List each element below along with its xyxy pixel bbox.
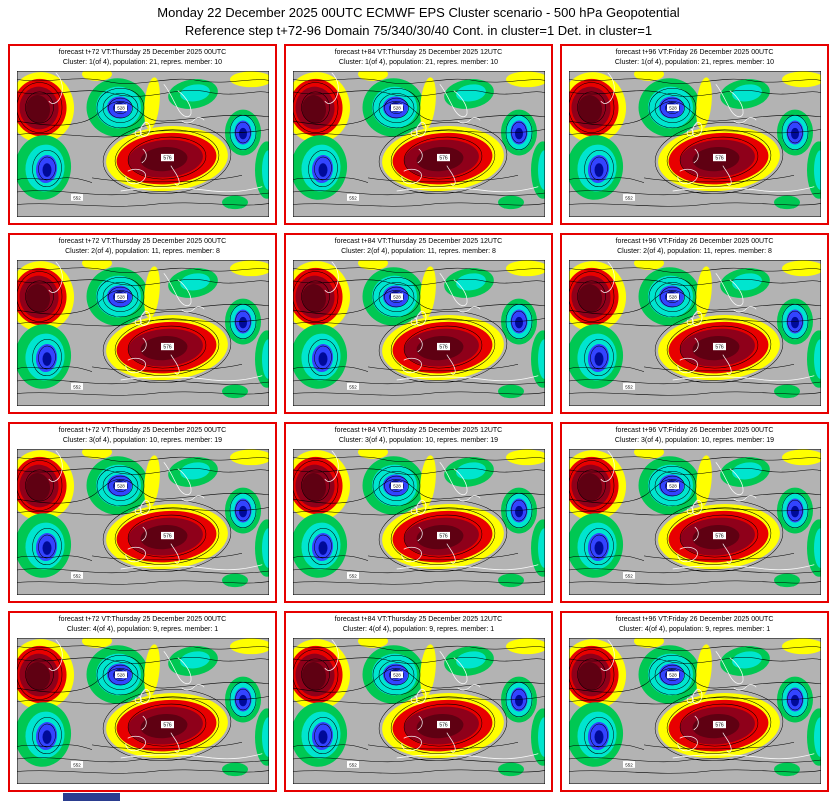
geopotential-map (562, 70, 827, 217)
forecast-label: forecast t+96 VT:Friday 26 December 2025… (615, 616, 774, 623)
forecast-label: forecast t+72 VT:Thursday 25 December 20… (58, 49, 227, 56)
panel-header: forecast t+96 VT:Friday 26 December 2025… (562, 424, 827, 446)
cluster-panel: forecast t+72 VT:Thursday 25 December 20… (8, 422, 277, 603)
panel-header: forecast t+96 VT:Friday 26 December 2025… (562, 613, 827, 635)
geopotential-map (10, 448, 275, 595)
geopotential-map (286, 70, 551, 217)
geopotential-map (562, 259, 827, 406)
cluster-panel: forecast t+72 VT:Thursday 25 December 20… (8, 44, 277, 225)
cluster-label: Cluster: 3(of 4), population: 10, repres… (62, 436, 223, 444)
cluster-label: Cluster: 4(of 4), population: 9, repres.… (66, 625, 219, 633)
cluster-panel: forecast t+96 VT:Friday 26 December 2025… (560, 611, 829, 792)
forecast-label: forecast t+96 VT:Friday 26 December 2025… (615, 238, 774, 245)
forecast-label: forecast t+96 VT:Friday 26 December 2025… (615, 427, 774, 434)
geopotential-map (10, 259, 275, 406)
geopotential-map (286, 448, 551, 595)
cluster-label: Cluster: 2(of 4), population: 11, repres… (341, 247, 496, 255)
panel-header: forecast t+84 VT:Thursday 25 December 20… (286, 235, 551, 257)
forecast-label: forecast t+72 VT:Thursday 25 December 20… (58, 616, 227, 623)
panel-header: forecast t+84 VT:Thursday 25 December 20… (286, 46, 551, 68)
cluster-panel: forecast t+84 VT:Thursday 25 December 20… (284, 44, 553, 225)
geopotential-map (562, 448, 827, 595)
ecmwf-logo (63, 793, 120, 801)
panel-header: forecast t+84 VT:Thursday 25 December 20… (286, 424, 551, 446)
panel-header: forecast t+96 VT:Friday 26 December 2025… (562, 46, 827, 68)
cluster-panel: forecast t+96 VT:Friday 26 December 2025… (560, 422, 829, 603)
panel-header: forecast t+72 VT:Thursday 25 December 20… (10, 613, 275, 635)
cluster-panel: forecast t+96 VT:Friday 26 December 2025… (560, 233, 829, 414)
cluster-panel: forecast t+84 VT:Thursday 25 December 20… (284, 233, 553, 414)
cluster-label: Cluster: 3(of 4), population: 10, repres… (614, 436, 775, 444)
cluster-label: Cluster: 1(of 4), population: 21, repres… (338, 58, 499, 66)
forecast-label: forecast t+72 VT:Thursday 25 December 20… (58, 427, 227, 434)
forecast-label: forecast t+72 VT:Thursday 25 December 20… (58, 238, 227, 245)
cluster-label: Cluster: 2(of 4), population: 11, repres… (65, 247, 220, 255)
geopotential-map (10, 70, 275, 217)
cluster-panel: forecast t+72 VT:Thursday 25 December 20… (8, 233, 277, 414)
cluster-panel: forecast t+84 VT:Thursday 25 December 20… (284, 422, 553, 603)
cluster-label: Cluster: 1(of 4), population: 21, repres… (614, 58, 775, 66)
cluster-label: Cluster: 1(of 4), population: 21, repres… (62, 58, 223, 66)
title-line-2: Reference step t+72-96 Domain 75/340/30/… (184, 23, 653, 38)
cluster-label: Cluster: 4(of 4), population: 9, repres.… (342, 625, 495, 633)
cluster-label: Cluster: 4(of 4), population: 9, repres.… (618, 625, 771, 633)
panel-header: forecast t+96 VT:Friday 26 December 2025… (562, 235, 827, 257)
forecast-label: forecast t+84 VT:Thursday 25 December 20… (334, 427, 503, 434)
forecast-label: forecast t+84 VT:Thursday 25 December 20… (334, 616, 503, 623)
title-line-1: Monday 22 December 2025 00UTC ECMWF EPS … (157, 5, 680, 20)
geopotential-map (286, 637, 551, 784)
forecast-label: forecast t+84 VT:Thursday 25 December 20… (334, 238, 503, 245)
cluster-label: Cluster: 3(of 4), population: 10, repres… (338, 436, 499, 444)
cluster-panel-grid: forecast t+72 VT:Thursday 25 December 20… (0, 38, 837, 802)
forecast-label: forecast t+96 VT:Friday 26 December 2025… (615, 49, 774, 56)
cluster-panel: forecast t+96 VT:Friday 26 December 2025… (560, 44, 829, 225)
forecast-label: forecast t+84 VT:Thursday 25 December 20… (334, 49, 503, 56)
cluster-label: Cluster: 2(of 4), population: 11, repres… (617, 247, 772, 255)
geopotential-map (286, 259, 551, 406)
panel-header: forecast t+72 VT:Thursday 25 December 20… (10, 46, 275, 68)
geopotential-map (562, 637, 827, 784)
page-title: Monday 22 December 2025 00UTC ECMWF EPS … (0, 0, 837, 38)
panel-header: forecast t+84 VT:Thursday 25 December 20… (286, 613, 551, 635)
panel-header: forecast t+72 VT:Thursday 25 December 20… (10, 424, 275, 446)
panel-header: forecast t+72 VT:Thursday 25 December 20… (10, 235, 275, 257)
cluster-panel: forecast t+84 VT:Thursday 25 December 20… (284, 611, 553, 792)
geopotential-map (10, 637, 275, 784)
cluster-panel: forecast t+72 VT:Thursday 25 December 20… (8, 611, 277, 792)
